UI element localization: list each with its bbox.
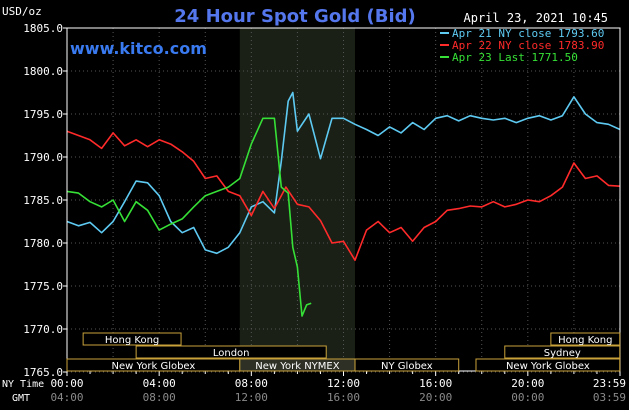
session-label: NY Globex [381,361,433,372]
session-bar [504,345,621,359]
legend-entry: Apr 23 Last 1771.50 [452,51,578,64]
chart-background [239,28,356,371]
y-tick-label: 1790.0 [23,151,63,164]
session-bar [82,332,182,346]
nymex-highlight [239,28,356,371]
x-tick-label-gmt: 16:00 [327,391,360,404]
session-bar [475,358,621,372]
session-label: New York Globex [506,361,590,372]
y-tick-label: 1785.0 [23,194,63,207]
x-tick-label-gmt: 03:59 [593,391,626,404]
y-tick-label: 1765.0 [23,366,63,379]
x-row-label-gmt: GMT [12,393,30,404]
x-tick-label-gmt: 12:00 [235,391,268,404]
x-tick-label-ny: 04:00 [143,377,176,390]
x-tick-label-gmt: 00:00 [511,391,544,404]
chart-grid [63,27,621,376]
session-label: Hong Kong [558,335,612,346]
x-tick-label-ny: 00:00 [50,377,83,390]
session-label: Hong Kong [105,335,159,346]
x-tick-label-gmt: 08:00 [143,391,176,404]
y-tick-label: 1775.0 [23,280,63,293]
session-bar [550,332,621,346]
chart-series-group [66,91,621,317]
chart-tick-labels: 1805.0 1800.0 1795.0 1790.0 1785.0 1780.0 1775… [23,22,626,404]
y-tick-label: 1770.0 [23,323,63,336]
timestamp: April 23, 2021 10:45 [464,11,609,25]
unit-label: USD/oz [2,5,42,18]
market-sessions: Hong Kong Hong Kong London Sydney New York G… [66,332,621,372]
y-tick-label: 1795.0 [23,108,63,121]
y-tick-label: 1800.0 [23,65,63,78]
session-label: London [213,348,250,359]
session-label: New York Globex [111,361,195,372]
session-bar [354,358,460,372]
x-tick-label-ny: 20:00 [511,377,544,390]
x-tick-label-ny: 08:00 [235,377,268,390]
x-tick-label-gmt: 20:00 [419,391,452,404]
session-bar [135,345,327,359]
legend-entry: Apr 21 NY close 1793.60 [452,27,604,40]
x-tick-label-ny: 16:00 [419,377,452,390]
x-tick-label-gmt: 04:00 [50,391,83,404]
x-row-label-ny: NY Time [2,379,44,390]
series-line-1 [66,91,621,255]
chart-title: 24 Hour Spot Gold (Bid) [174,6,415,27]
x-tick-label-ny: 12:00 [327,377,360,390]
series-line-2 [66,130,621,262]
x-tick-label-ny: 23:59 [593,377,626,390]
y-tick-label: 1805.0 [23,22,63,35]
legend-entry: Apr 22 NY close 1783.90 [452,39,604,52]
site-url[interactable]: www.kitco.com [70,39,207,58]
session-label: Sydney [544,348,581,359]
series-line-3 [66,117,312,317]
session-label: New York NYMEX [255,361,340,372]
y-tick-label: 1780.0 [23,237,63,250]
